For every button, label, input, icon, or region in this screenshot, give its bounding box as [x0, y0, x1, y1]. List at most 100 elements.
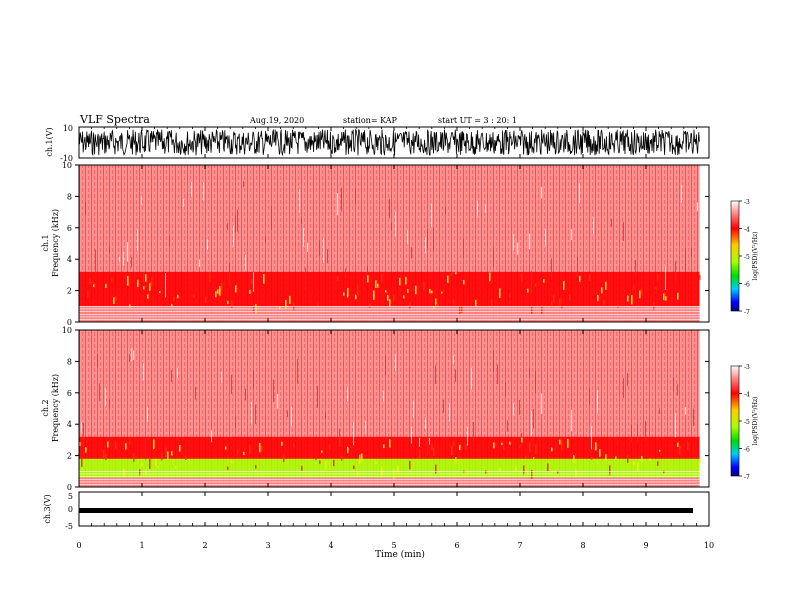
- spectrogram-speckle: [409, 302, 411, 309]
- spectrogram-speckle: [159, 291, 161, 294]
- ch1-waveform-path: [78, 129, 700, 156]
- spectrogram-speckle: [633, 284, 635, 289]
- ch1-ytick-top: 10: [63, 124, 73, 133]
- spectrogram-streak: [579, 183, 580, 204]
- spectrogram-speckle: [377, 283, 379, 288]
- spectrogram-streak: [389, 199, 390, 219]
- spectrogram-streak: [191, 181, 192, 197]
- spectrogram-speckle: [501, 442, 503, 446]
- spectrogram-speckle: [123, 468, 125, 478]
- spectrogram-streak: [323, 237, 324, 263]
- spectrogram-streak: [177, 367, 178, 378]
- ch1-spectrogram-panel: 0 2 4 6 8 10 ch.1 Frequency (kHz): [41, 161, 710, 327]
- spectrogram-speckle: [601, 287, 603, 294]
- spectrogram-ytick-label: 4: [67, 420, 72, 429]
- spectrogram-speckle: [407, 289, 409, 293]
- spectrogram-speckle: [435, 464, 437, 475]
- spectrogram-speckle: [431, 443, 433, 451]
- spectrogram-speckle: [151, 277, 153, 285]
- spectrogram-streak: [233, 225, 234, 247]
- ch2-spectrogram-ylabel: Frequency (kHz): [51, 374, 60, 442]
- spectrogram-streak: [171, 370, 172, 383]
- spectrogram-speckle: [105, 453, 107, 460]
- spectrogram-streak: [231, 374, 232, 394]
- spectrogram-speckle: [343, 292, 345, 296]
- spectrogram-streak: [635, 259, 636, 275]
- spectrogram-speckle: [375, 461, 377, 464]
- spectrogram-ytick-label: 10: [62, 326, 72, 335]
- colorbar-gradient: [730, 365, 740, 477]
- ch2-spectrogram-panel: 0 2 4 6 8 10 ch.2 Frequency (kHz): [41, 326, 710, 492]
- spectrogram-speckle: [357, 470, 359, 477]
- spectrogram-streak: [529, 368, 530, 378]
- spectrogram-speckle: [143, 286, 145, 290]
- spectrogram-streak: [165, 272, 166, 298]
- time-tick-label: 5: [391, 541, 396, 550]
- start-time-label: start UT = 3 : 20: 1: [438, 116, 517, 125]
- spectrogram-speckle: [403, 295, 405, 299]
- spectrogram-speckle: [125, 443, 127, 450]
- spectrogram-speckle: [665, 296, 667, 301]
- spectrogram-speckle: [165, 447, 167, 458]
- spectrogram-streak: [85, 202, 86, 216]
- colorbar-tick-label: -6: [744, 282, 750, 289]
- spectrogram-speckle: [231, 460, 233, 464]
- spectrogram-streak: [277, 393, 278, 409]
- spectrogram-speckle: [451, 445, 453, 456]
- spectrogram-speckle: [137, 279, 139, 288]
- spectrogram-speckle: [627, 295, 629, 302]
- spectrogram-streak: [105, 388, 106, 407]
- spectrogram-speckle: [153, 439, 155, 450]
- spectrogram-streak: [147, 407, 148, 423]
- time-tick-label: 3: [265, 541, 270, 550]
- spectrogram-speckle: [145, 274, 147, 282]
- spectrogram-streak: [507, 420, 508, 432]
- spectrogram-streak: [137, 229, 138, 251]
- spectrogram-speckle: [113, 297, 115, 304]
- spectrogram-streak: [411, 426, 412, 444]
- spectrogram-speckle: [441, 291, 443, 294]
- spectrogram-streak: [497, 364, 498, 384]
- spectrogram-streak: [141, 196, 142, 205]
- spectrogram-speckle: [139, 469, 141, 476]
- ch1-spectrogram-yticks: 0 2 4 6 8 10: [62, 161, 709, 327]
- spectrogram-speckle: [171, 304, 173, 307]
- spectrogram-speckle: [149, 283, 151, 291]
- spectrogram-speckle: [93, 284, 95, 288]
- spectrogram-speckle: [551, 447, 553, 452]
- spectrogram-streak: [519, 399, 520, 415]
- colorbar-tick-label: -6: [744, 447, 750, 454]
- spectrogram-streak: [255, 404, 256, 425]
- spectrogram-streak: [419, 437, 420, 447]
- spectrogram-speckle: [293, 442, 295, 447]
- spectrogram-speckle: [531, 305, 533, 315]
- spectrogram-band-3: [79, 330, 700, 437]
- spectrogram-streak: [623, 377, 624, 398]
- spectrogram-streak: [591, 426, 592, 450]
- spectrogram-streak: [345, 268, 346, 279]
- spectrogram-speckle: [221, 282, 223, 291]
- spectrogram-speckle: [367, 275, 369, 283]
- spectrogram-streak: [211, 430, 212, 443]
- spectrogram-speckle: [205, 296, 207, 303]
- spectrogram-speckle: [535, 283, 537, 287]
- spectrogram-streak: [645, 420, 646, 442]
- spectrogram-speckle: [225, 446, 227, 450]
- spectrogram-speckle: [217, 289, 219, 294]
- spectrogram-speckle: [563, 281, 565, 290]
- spectrogram-speckle: [279, 306, 281, 310]
- spectrogram-streak: [431, 203, 432, 228]
- spectrogram-streak: [407, 230, 408, 245]
- time-axis: 0 1 2 3 4 5 6 7 8 9 10: [76, 127, 714, 550]
- time-tick-label: 6: [454, 541, 459, 550]
- ch3-waveform-trace: [79, 508, 693, 513]
- spectrogram-speckle: [415, 285, 417, 295]
- time-tick-label: 7: [517, 541, 522, 550]
- spectrogram-speckle: [133, 453, 135, 462]
- spectrogram-speckle: [485, 470, 487, 474]
- spectrogram-speckle: [521, 273, 523, 282]
- spectrogram-speckle: [657, 461, 659, 466]
- ch1-waveform-trace: [78, 129, 700, 156]
- spectrogram-speckle: [419, 449, 421, 459]
